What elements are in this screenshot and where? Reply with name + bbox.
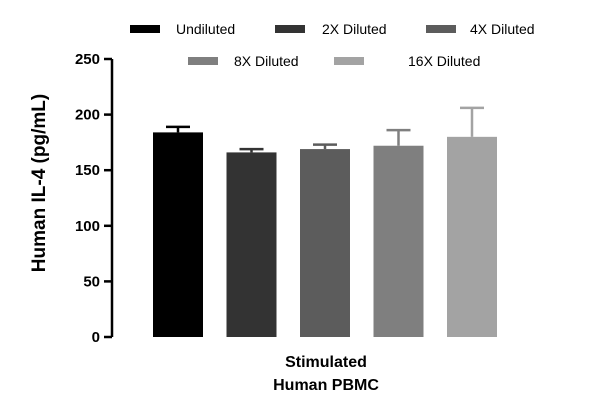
- legend-swatch: [275, 25, 305, 33]
- legend-swatch: [334, 57, 364, 65]
- legend-swatch: [426, 25, 456, 33]
- bars: [153, 106, 497, 337]
- bar: [373, 145, 424, 337]
- legend-label: 16X Diluted: [408, 53, 480, 69]
- y-axis: 0 50 100 150 200 250: [75, 51, 114, 346]
- legend-label: 8X Diluted: [234, 53, 299, 69]
- legend-label: Undiluted: [176, 21, 235, 37]
- y-tick-label: 50: [83, 273, 100, 290]
- legend-swatch: [188, 57, 218, 65]
- legend-label: 2X Diluted: [322, 21, 387, 37]
- y-tick-label: 250: [75, 51, 100, 68]
- legend: Undiluted 2X Diluted 4X Diluted 8X Diluted 1…: [130, 21, 535, 69]
- y-tick-label: 0: [92, 329, 100, 346]
- y-tick-label: 150: [75, 162, 100, 179]
- y-axis-label: Human IL-4 (pg/mL): [29, 94, 50, 272]
- bar: [226, 152, 277, 337]
- bar: [153, 132, 203, 337]
- bar: [300, 149, 350, 337]
- bar: [447, 136, 497, 337]
- y-tick-label: 100: [75, 218, 100, 235]
- category-label-line-2: Human PBMC: [273, 377, 379, 394]
- category-label-line-1: Stimulated: [285, 354, 367, 371]
- legend-swatch: [130, 25, 160, 33]
- y-tick-label: 200: [75, 107, 100, 124]
- legend-label: 4X Diluted: [470, 21, 535, 37]
